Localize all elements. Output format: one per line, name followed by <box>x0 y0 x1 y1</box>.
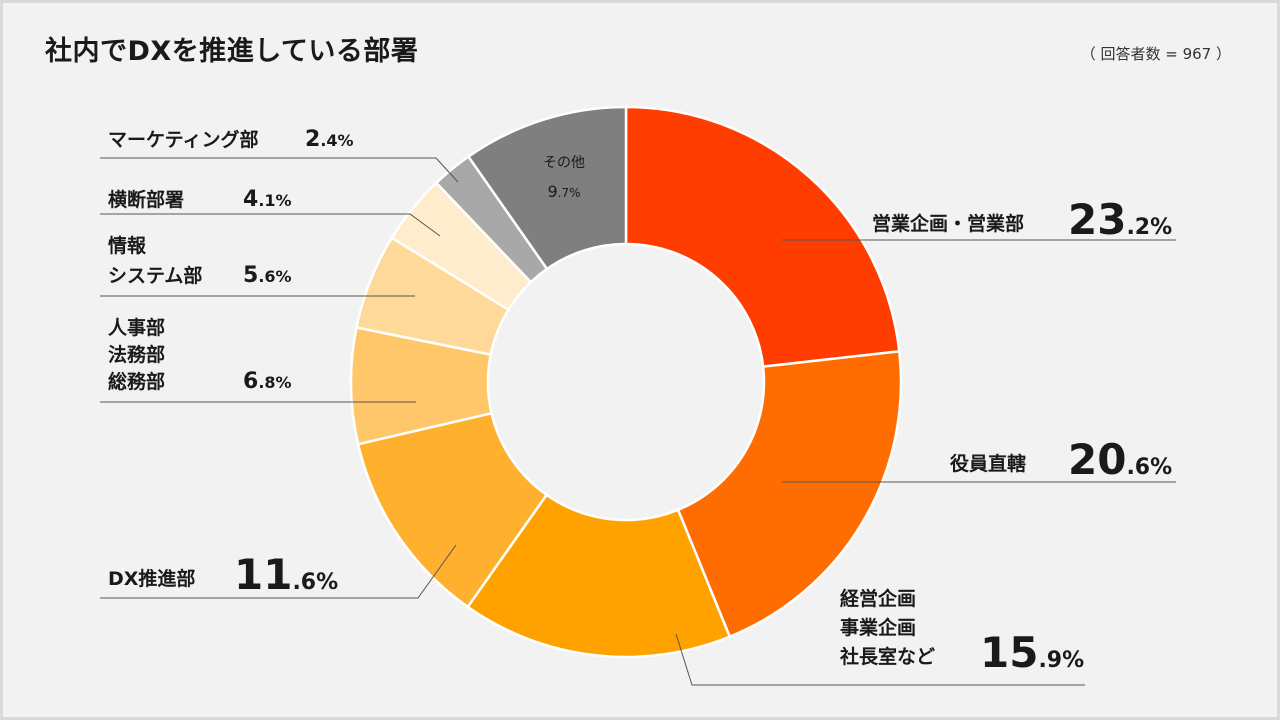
slice-label-value: 15.9% <box>980 628 1084 677</box>
slice-label-name: 事業企画 <box>840 616 916 639</box>
respondent-count: （ 回答者数 = 967 ） <box>1080 45 1231 63</box>
slice-label-name: 情報 <box>108 234 147 257</box>
slice-label-name: 社長室など <box>839 645 935 668</box>
slice-label-name: DX推進部 <box>108 567 195 590</box>
slice-label-value: 2.4% <box>305 127 354 152</box>
slice-label-value: 9.7% <box>547 182 580 201</box>
slice-label-value: 11.6% <box>234 550 338 599</box>
leader-line <box>675 633 1085 686</box>
slice-label-value: 23.2% <box>1068 195 1172 244</box>
slice-label-name: 経営企画 <box>840 587 916 610</box>
slice-1 <box>624 105 901 369</box>
slice-9 <box>466 105 628 271</box>
leader-line <box>100 157 459 183</box>
slice-label-value: 20.6% <box>1068 435 1172 484</box>
slice-label-name: 役員直轄 <box>950 452 1026 475</box>
slice-label-value: 5.6% <box>243 263 292 288</box>
slice-label-name: 人事部 <box>108 316 165 339</box>
slice-label-name: 横断部署 <box>108 188 184 211</box>
slice-3 <box>465 493 732 659</box>
slice-label-name: マーケティング部 <box>108 128 258 151</box>
leader-line <box>100 544 457 599</box>
slice-2 <box>676 349 903 639</box>
donut-slices <box>349 105 903 659</box>
leader-lines <box>100 157 1176 686</box>
slice-label-name: システム部 <box>108 264 202 287</box>
slice-label-name: その他 <box>543 155 585 171</box>
slice-label-value: 4.1% <box>243 187 292 212</box>
slice-label-value: 6.8% <box>243 369 292 394</box>
slice-label-name: 営業企画・営業部 <box>872 212 1024 235</box>
leader-line <box>100 213 441 237</box>
slice-label-name: 総務部 <box>108 370 165 393</box>
chart-title: 社内でDXを推進している部署 <box>45 36 419 67</box>
slice-label-name: 法務部 <box>108 343 165 366</box>
